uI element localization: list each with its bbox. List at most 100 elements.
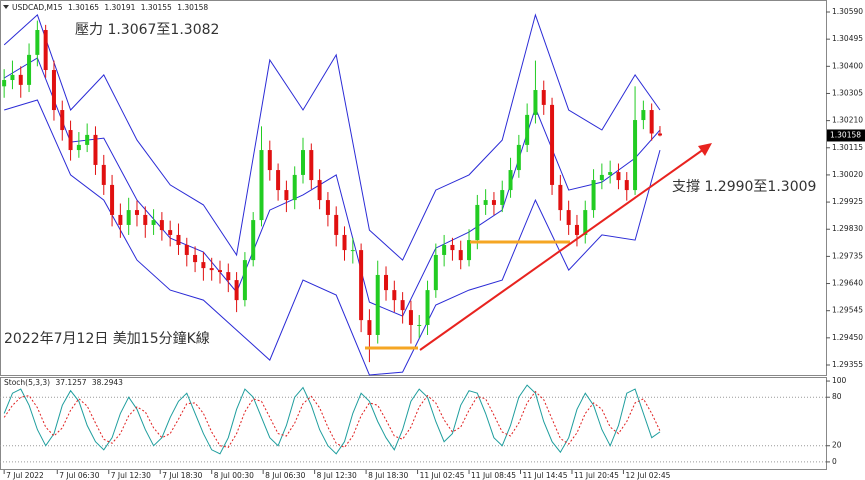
y-tick-label: 1.30305 xyxy=(832,88,863,97)
band-middle xyxy=(3,57,661,317)
candle-body xyxy=(367,320,372,335)
y-tick-label: 1.30590 xyxy=(832,7,863,16)
y-tick-label: 20 xyxy=(832,441,842,450)
oscillator-name: Stoch(5,3,3) xyxy=(4,378,50,387)
oscillator-title: Stoch(5,3,3) 37.1257 38.2943 xyxy=(4,378,123,387)
header-open: 1.30165 xyxy=(68,3,99,12)
oscillator-panel-frame xyxy=(0,377,827,470)
candle-body xyxy=(500,190,505,205)
candle-body xyxy=(259,150,264,221)
y-tick-label: 1.29355 xyxy=(832,360,863,369)
header-low: 1.30155 xyxy=(141,3,172,12)
candle-body xyxy=(392,290,397,301)
x-tick-label: 8 Jul 00:30 xyxy=(214,471,254,480)
x-tick-label: 11 Jul 08:45 xyxy=(471,471,516,480)
candle-body xyxy=(574,224,579,235)
candle-body xyxy=(27,54,32,85)
candle-body xyxy=(516,144,521,171)
main-panel-frame xyxy=(0,0,827,376)
band-upper xyxy=(3,13,661,261)
candle-body xyxy=(2,80,7,87)
candle-body xyxy=(583,210,588,235)
candle-body xyxy=(400,300,405,311)
candle-body xyxy=(276,170,281,191)
candle-body xyxy=(442,244,447,255)
y-tick-label: 1.29735 xyxy=(832,251,863,260)
candle-body xyxy=(591,180,596,211)
candle-body xyxy=(201,262,206,269)
candle-body xyxy=(375,274,380,335)
trend-line xyxy=(419,148,705,351)
candle-body xyxy=(558,184,563,211)
candle-body xyxy=(525,114,530,145)
candle-body xyxy=(458,250,463,261)
y-tick-label: 1.30210 xyxy=(832,116,863,125)
candle-body xyxy=(292,174,297,201)
candle-body xyxy=(483,200,488,205)
y-tick-label: 80 xyxy=(832,392,842,401)
candle-body xyxy=(76,144,81,151)
y-tick-label: 1.30400 xyxy=(832,61,863,70)
candle-body xyxy=(334,214,339,235)
header-high: 1.30191 xyxy=(104,3,135,12)
candle-body xyxy=(93,134,98,165)
y-tick-label: 1.30115 xyxy=(832,143,863,152)
candle-body xyxy=(242,260,247,301)
candle-body xyxy=(10,74,15,81)
candle-body xyxy=(450,244,455,251)
y-tick-label: 1.29545 xyxy=(832,306,863,315)
y-tick-label: 1.30020 xyxy=(832,170,863,179)
candle-body xyxy=(159,220,164,231)
candle-body xyxy=(408,310,413,325)
candle-body xyxy=(467,240,472,261)
candle-body xyxy=(35,30,40,55)
band-lower xyxy=(4,99,661,376)
candle-body xyxy=(18,74,23,85)
candle-body xyxy=(143,214,148,225)
candle-body xyxy=(541,90,546,105)
x-tick-label: 8 Jul 12:30 xyxy=(317,471,357,480)
menu-icon xyxy=(3,5,9,9)
y-tick-label: 1.29925 xyxy=(832,197,863,206)
candle-body xyxy=(284,190,289,201)
candle-body xyxy=(566,210,571,225)
price-tag xyxy=(827,129,865,142)
candle-body xyxy=(417,324,422,326)
oscillator-main-value: 37.1257 xyxy=(56,378,87,387)
y-tick-label: 100 xyxy=(832,376,847,385)
candle-body xyxy=(359,250,364,321)
candle-body xyxy=(350,250,355,252)
x-tick-label: 8 Jul 06:30 xyxy=(265,471,305,480)
candle-body xyxy=(641,110,646,121)
candle-body xyxy=(184,244,189,255)
candle-body xyxy=(43,30,48,71)
candle-body xyxy=(491,200,496,205)
y-tick-label: 1.29450 xyxy=(832,333,863,342)
candle-body xyxy=(168,230,173,235)
candle-body xyxy=(118,214,123,225)
x-tick-label: 11 Jul 14:45 xyxy=(523,471,568,480)
candle-body xyxy=(599,174,604,181)
candle-body xyxy=(608,172,613,175)
oscillator-signal-value: 38.2943 xyxy=(92,378,123,387)
candle-body xyxy=(425,290,430,325)
candle-body xyxy=(85,134,90,145)
candle-body xyxy=(217,270,222,273)
candle-body xyxy=(317,180,322,201)
candle-body xyxy=(649,110,654,134)
x-tick-label: 7 Jul 12:30 xyxy=(111,471,151,480)
candle-body xyxy=(110,184,115,215)
chart-header: USDCAD,M15 1.30165 1.30191 1.30155 1.301… xyxy=(12,3,208,12)
candle-body xyxy=(309,150,314,181)
candle-body xyxy=(51,70,56,111)
candle-body xyxy=(134,210,139,215)
x-tick-label: 11 Jul 02:45 xyxy=(420,471,465,480)
candle-body xyxy=(616,172,621,181)
x-tick-label: 11 Jul 20:45 xyxy=(574,471,619,480)
trend-arrow-head xyxy=(698,143,712,156)
candle-body xyxy=(193,254,198,263)
candle-body xyxy=(226,272,231,281)
candle-body xyxy=(384,274,389,291)
